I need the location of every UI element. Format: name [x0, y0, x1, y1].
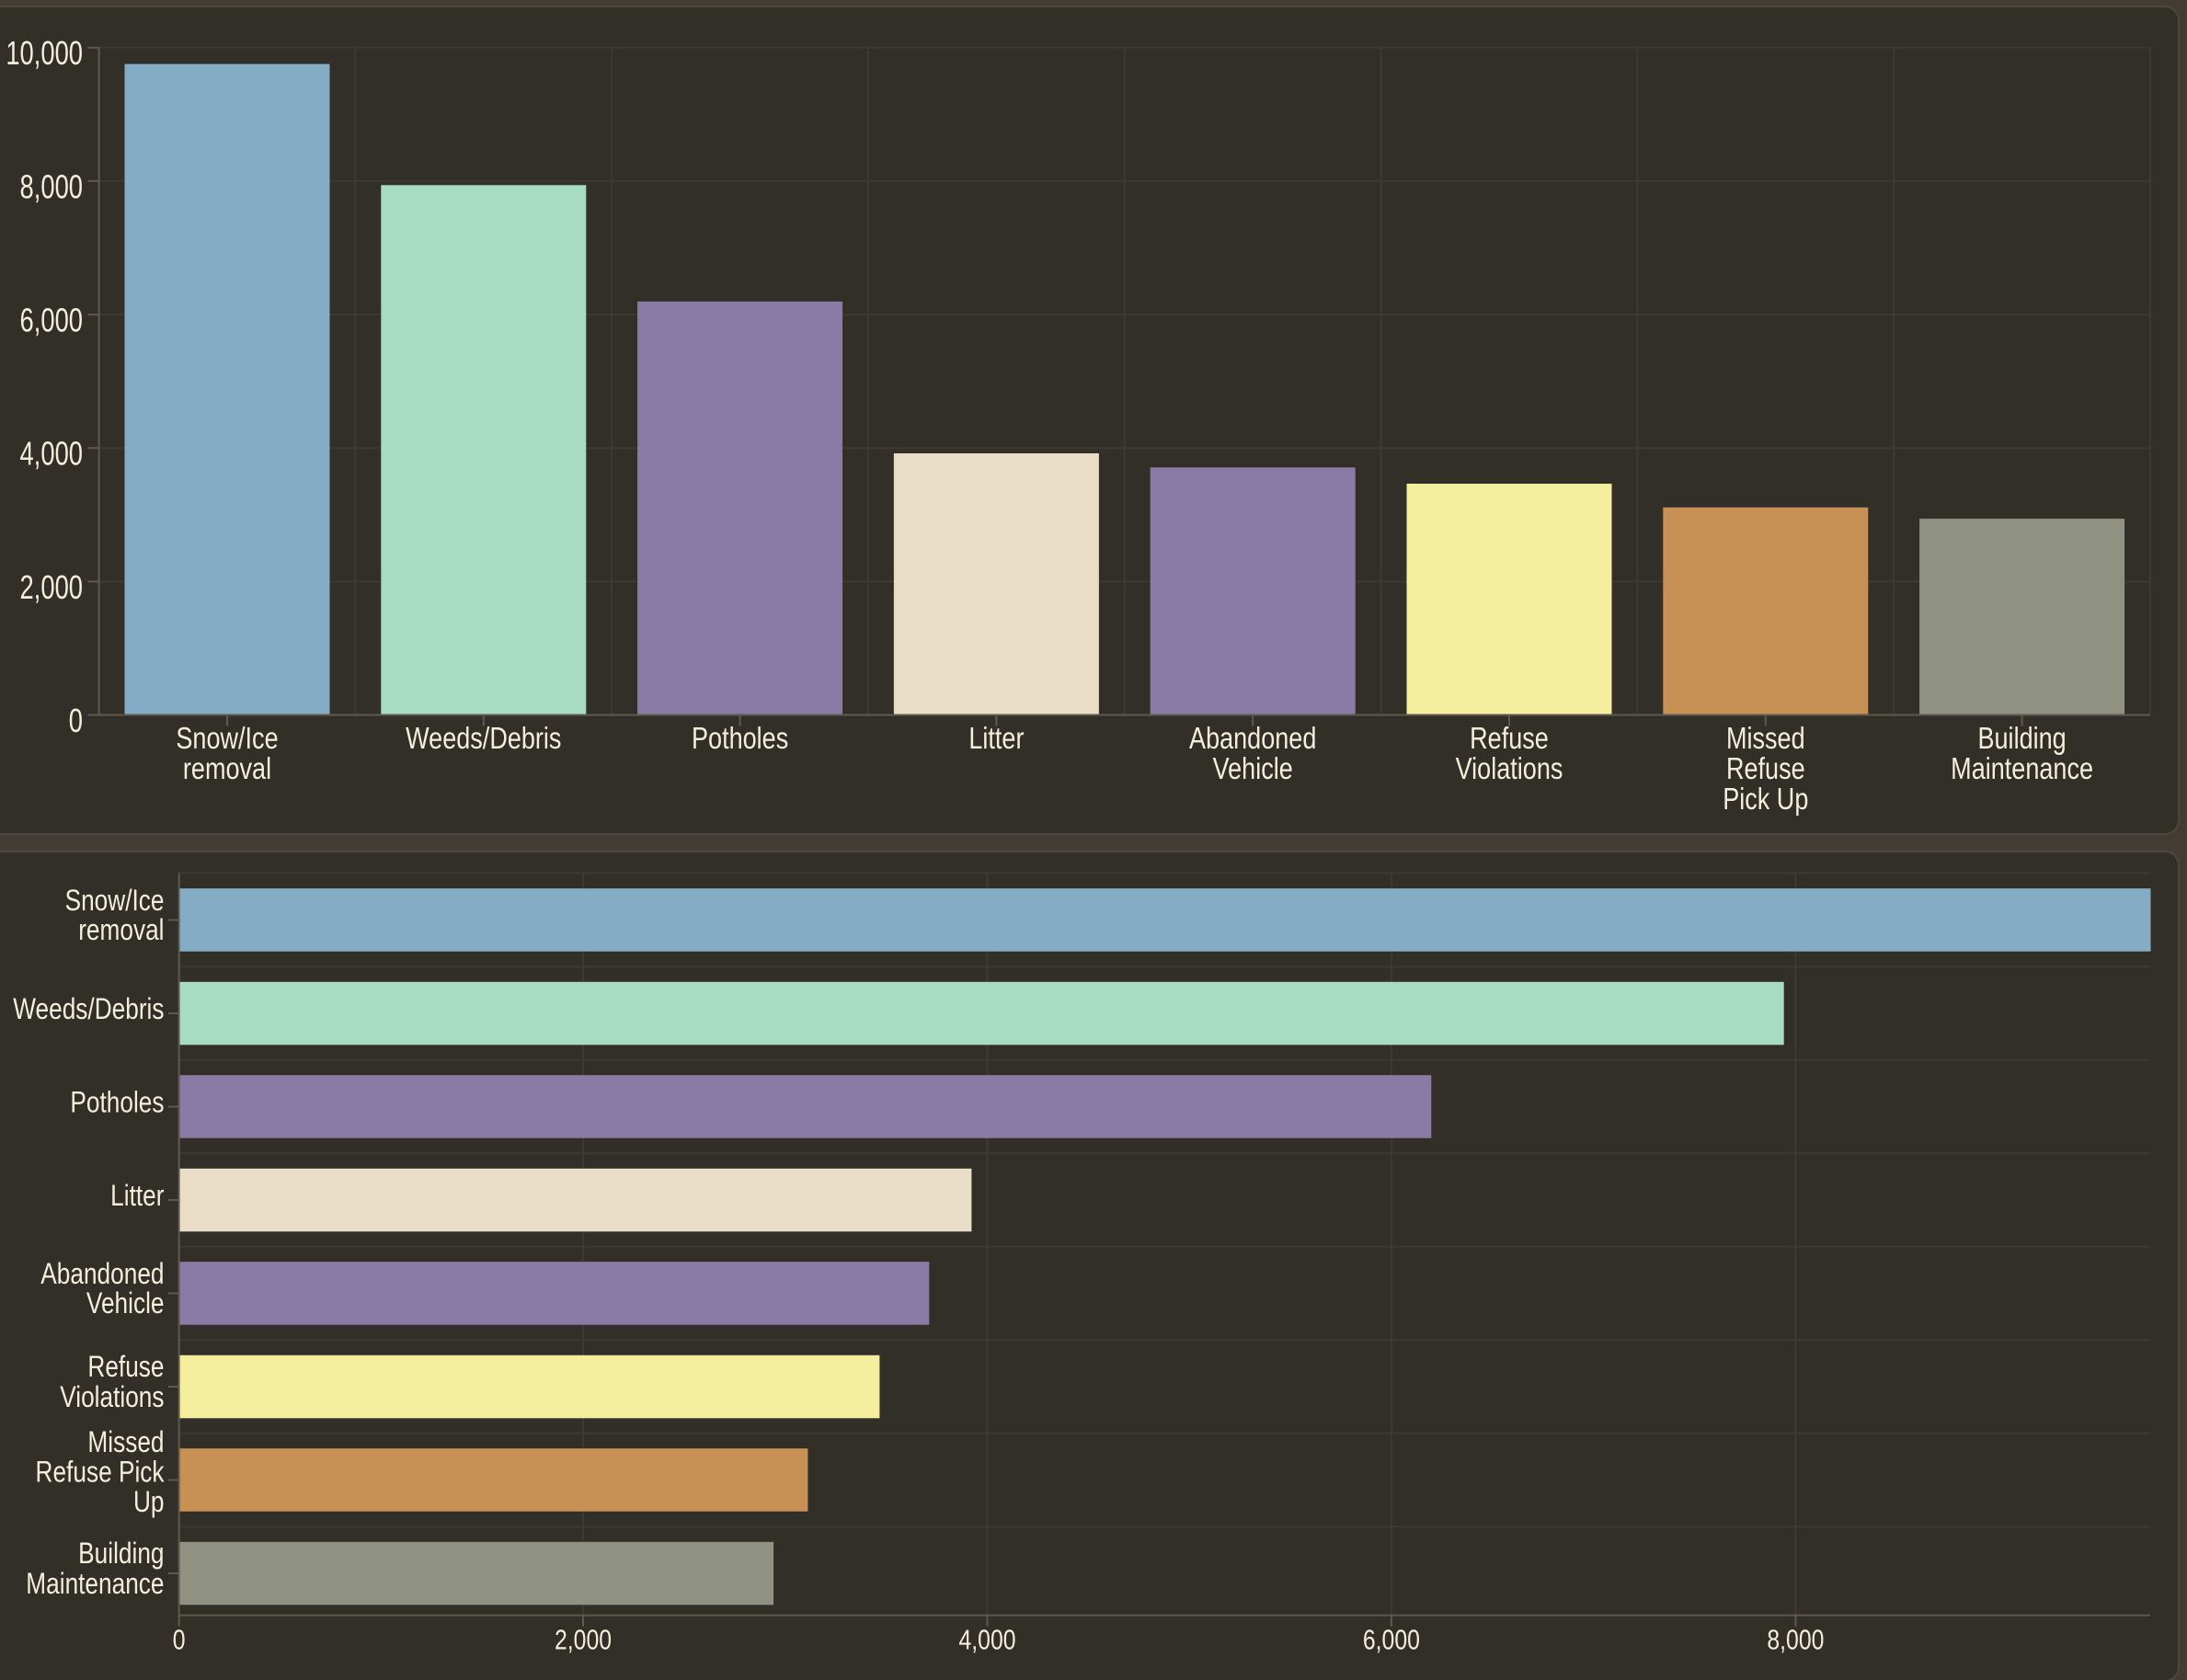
svg-text:0: 0	[69, 702, 83, 739]
svg-text:6,000: 6,000	[20, 302, 83, 339]
svg-text:Building: Building	[78, 1538, 164, 1571]
svg-text:8,000: 8,000	[1767, 1624, 1824, 1655]
svg-text:Litter: Litter	[968, 722, 1024, 755]
svg-text:8,000: 8,000	[20, 168, 83, 206]
svg-text:Abandoned: Abandoned	[1189, 722, 1316, 755]
svg-text:Building: Building	[1977, 722, 2066, 755]
svg-text:Snow/Ice: Snow/Ice	[176, 722, 278, 755]
svg-text:Violations: Violations	[60, 1381, 164, 1413]
svg-text:Refuse: Refuse	[1726, 752, 1805, 785]
svg-text:Litter: Litter	[110, 1181, 165, 1213]
svg-text:Violations: Violations	[1456, 752, 1563, 785]
svg-text:Potholes: Potholes	[70, 1087, 164, 1119]
svg-text:Refuse: Refuse	[87, 1352, 164, 1384]
svg-text:Pick Up: Pick Up	[1723, 783, 1808, 816]
svg-text:10,000: 10,000	[6, 35, 83, 73]
svg-text:Potholes: Potholes	[692, 722, 788, 755]
svg-text:Weeds/Debris: Weeds/Debris	[406, 722, 561, 755]
svg-text:removal: removal	[78, 915, 164, 947]
svg-text:Weeds/Debris: Weeds/Debris	[13, 994, 164, 1026]
svg-text:Refuse Pick: Refuse Pick	[36, 1457, 165, 1489]
svg-text:Refuse: Refuse	[1470, 722, 1549, 755]
svg-text:Maintenance: Maintenance	[1951, 752, 2093, 785]
svg-text:Snow/Ice: Snow/Ice	[65, 885, 165, 917]
svg-text:6,000: 6,000	[1363, 1624, 1420, 1655]
svg-text:2,000: 2,000	[20, 568, 83, 606]
svg-text:Missed: Missed	[1726, 722, 1805, 755]
svg-text:Missed: Missed	[87, 1427, 164, 1459]
svg-text:removal: removal	[183, 752, 271, 785]
svg-text:4,000: 4,000	[20, 435, 83, 473]
svg-text:Vehicle: Vehicle	[1213, 752, 1293, 785]
svg-text:Up: Up	[133, 1487, 165, 1519]
svg-text:0: 0	[173, 1624, 186, 1655]
svg-text:4,000: 4,000	[958, 1624, 1015, 1655]
svg-text:Vehicle: Vehicle	[86, 1288, 165, 1320]
svg-text:Maintenance: Maintenance	[26, 1568, 164, 1600]
svg-text:2,000: 2,000	[555, 1624, 612, 1655]
svg-text:Abandoned: Abandoned	[40, 1258, 164, 1290]
